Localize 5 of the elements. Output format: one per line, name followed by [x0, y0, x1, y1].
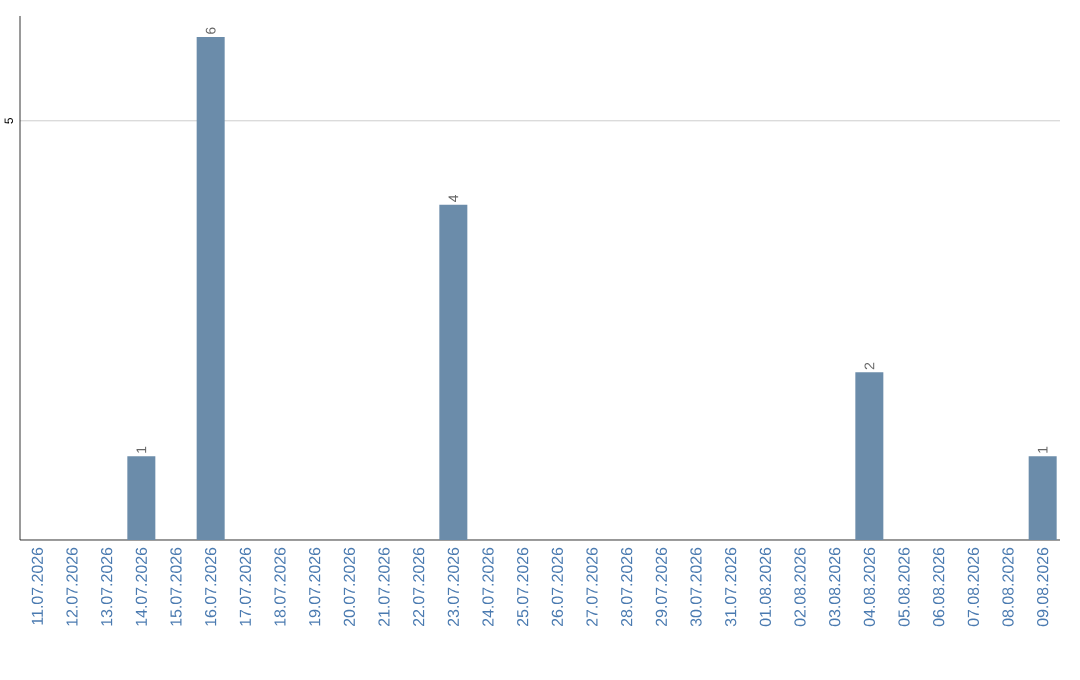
bar — [127, 456, 156, 540]
bar — [855, 372, 884, 540]
bar — [1028, 456, 1057, 540]
bar — [196, 36, 225, 540]
bar — [439, 204, 468, 540]
